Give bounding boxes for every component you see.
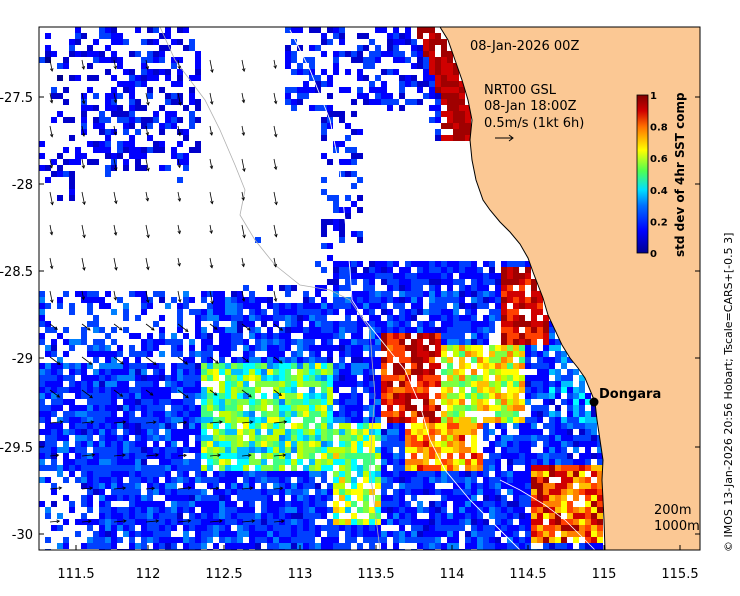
vector-scale-arrow bbox=[495, 134, 514, 142]
x-tick-label: 113.5 bbox=[357, 567, 394, 582]
x-tick-label: 112 bbox=[136, 567, 161, 582]
y-tick-label: -30 bbox=[12, 528, 33, 543]
x-tick-label: 114.5 bbox=[509, 567, 546, 582]
x-tick-label: 115 bbox=[592, 567, 617, 582]
x-axis: 111.5 112 112.5 113 113.5 114 114.5 115 115.5 bbox=[57, 545, 699, 582]
x-tick-label: 115.5 bbox=[661, 567, 698, 582]
contour-1000m bbox=[289, 29, 521, 550]
dongara-marker bbox=[589, 397, 599, 407]
y-tick-label: -29.5 bbox=[0, 441, 33, 456]
plot-area bbox=[39, 27, 700, 550]
colorbar-tick-label: 0.4 bbox=[650, 186, 668, 197]
colorbar-tick-label: 0.6 bbox=[650, 154, 668, 165]
colorbar-tick-label: 0 bbox=[650, 249, 657, 260]
sst-std-dev-field bbox=[39, 27, 603, 550]
y-tick-label: -27.5 bbox=[0, 91, 33, 106]
x-tick-label: 114 bbox=[440, 567, 465, 582]
current-time-label: 08-Jan 18:00Z bbox=[484, 99, 577, 114]
colorbar-tick-label: 1 bbox=[650, 91, 657, 102]
colorbar-ticks: 0 0.2 0.4 0.6 0.8 1 bbox=[650, 91, 668, 260]
plot-frame bbox=[38, 26, 701, 551]
current-source-label: NRT00 GSL bbox=[484, 83, 557, 98]
x-tick-label: 111.5 bbox=[57, 567, 94, 582]
y-tick-label: -29 bbox=[12, 352, 33, 367]
contour-inner bbox=[499, 479, 596, 550]
colorbar-label: std dev of 4hr SST comp bbox=[673, 92, 687, 257]
current-vectors bbox=[49, 59, 288, 524]
colorbar-gradient bbox=[636, 94, 649, 254]
dongara-label: Dongara bbox=[599, 387, 661, 402]
land-mass bbox=[439, 27, 700, 550]
vector-scale-label: 0.5m/s (1kt 6h) bbox=[484, 116, 584, 131]
contour-legend-1000m: 1000m bbox=[654, 519, 700, 534]
colorbar: 0 0.2 0.4 0.6 0.8 1 std dev of 4hr SST comp bbox=[636, 91, 687, 260]
contour-200m bbox=[159, 27, 381, 550]
colorbar-tick-label: 0.2 bbox=[650, 217, 668, 228]
date-title: 08-Jan-2026 00Z bbox=[470, 39, 579, 54]
x-tick-label: 112.5 bbox=[205, 567, 242, 582]
y-tick-label: -28.5 bbox=[0, 265, 33, 280]
y-axis: -27.5 -28 -28.5 -29 -29.5 -30 bbox=[0, 91, 700, 543]
credit-label: © IMOS 13-Jan-2026 20:56 Hobart; Tscale=… bbox=[722, 233, 735, 552]
contour-legend-200m: 200m bbox=[654, 503, 691, 518]
colorbar-tick-label: 0.8 bbox=[650, 123, 668, 134]
x-tick-label: 113 bbox=[288, 567, 313, 582]
y-tick-label: -28 bbox=[12, 178, 33, 193]
